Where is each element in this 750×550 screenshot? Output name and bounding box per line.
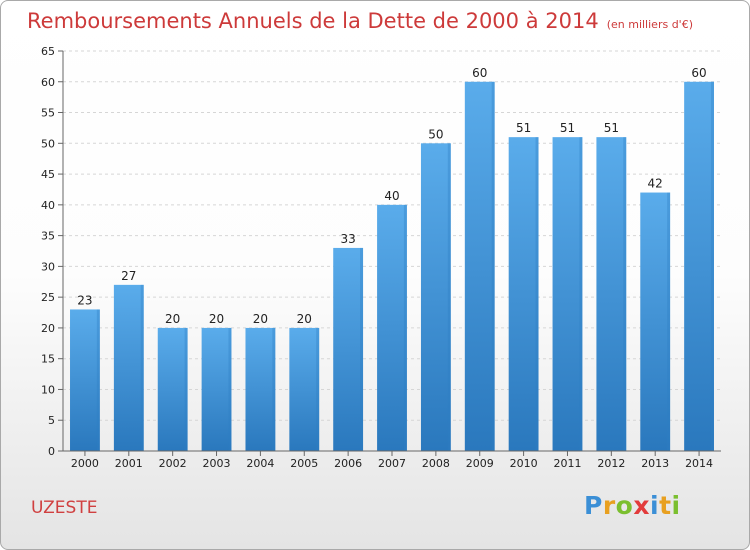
y-tick-label: 50 — [41, 137, 55, 150]
bar — [377, 204, 407, 451]
y-tick-label: 20 — [41, 322, 55, 335]
x-tick-label: 2002 — [159, 457, 187, 470]
bar — [508, 137, 539, 451]
y-tick-label: 35 — [41, 230, 55, 243]
bar-shade — [96, 309, 100, 451]
y-tick-label: 15 — [41, 353, 55, 366]
x-tick-label: 2010 — [510, 457, 538, 470]
bar-shade — [579, 137, 583, 451]
x-tick-label: 2012 — [597, 457, 625, 470]
bar — [245, 327, 276, 451]
logo-letter: r — [602, 491, 616, 520]
x-tick-label: 2007 — [378, 457, 406, 470]
x-tick-label: 2008 — [422, 457, 450, 470]
data-label: 60 — [472, 66, 487, 80]
logo-letter: o — [615, 491, 634, 520]
x-tick-label: 2009 — [466, 457, 494, 470]
data-label: 20 — [297, 312, 312, 326]
y-tick-label: 55 — [41, 107, 55, 120]
logo-letter: P — [584, 491, 603, 520]
bar-shade — [623, 137, 627, 451]
x-tick-label: 2013 — [641, 457, 669, 470]
data-label: 20 — [165, 312, 180, 326]
x-tick-label: 2001 — [115, 457, 143, 470]
bar — [113, 284, 144, 451]
bar-shade — [710, 81, 714, 452]
bar-shade — [316, 327, 320, 451]
bar — [201, 327, 232, 451]
bar-shade — [272, 327, 276, 451]
y-tick-label: 40 — [41, 199, 55, 212]
y-tick-label: 65 — [41, 45, 55, 58]
data-label: 27 — [121, 269, 136, 283]
bar — [596, 137, 627, 451]
chart-subtitle: (en milliers d'€) — [606, 18, 693, 31]
logo-letter: i — [650, 491, 660, 520]
data-label: 20 — [209, 312, 224, 326]
data-label: 51 — [604, 121, 619, 135]
chart-title: Remboursements Annuels de la Dette de 20… — [27, 9, 693, 33]
bar — [640, 192, 671, 452]
y-tick-label: 5 — [48, 414, 55, 427]
bars: 23 27 20 20 20 20 33 40 50 60 51 51 51 42 60 — [70, 66, 714, 452]
data-label: 51 — [560, 121, 575, 135]
logo-letter: i — [671, 491, 681, 520]
data-label: 50 — [428, 127, 443, 141]
x-tick-label: 2004 — [246, 457, 274, 470]
bar-shade — [667, 192, 671, 452]
y-tick-label: 0 — [48, 445, 55, 458]
x-tick-label: 2011 — [553, 457, 581, 470]
y-tick-label: 25 — [41, 291, 55, 304]
bar-shade — [447, 143, 451, 452]
bar — [333, 247, 364, 451]
y-tick-label: 60 — [41, 76, 55, 89]
x-tick-label: 2014 — [685, 457, 713, 470]
bar-shade — [360, 247, 364, 451]
data-label: 40 — [384, 189, 399, 203]
chart-title-text: Remboursements Annuels de la Dette de 20… — [27, 9, 599, 33]
proxiti-logo: Proxiti — [584, 491, 681, 520]
y-tick-label: 10 — [41, 383, 55, 396]
logo-letter: t — [659, 491, 672, 520]
x-tick-label: 2003 — [203, 457, 231, 470]
bar — [420, 143, 451, 452]
bar-shade — [403, 204, 407, 451]
data-label: 33 — [340, 232, 355, 246]
bar-shade — [140, 284, 144, 451]
logo-letter: x — [633, 491, 650, 520]
y-tick-label: 30 — [41, 260, 55, 273]
data-label: 60 — [691, 66, 706, 80]
bar — [684, 81, 714, 452]
bar — [464, 81, 495, 452]
bar-shade — [535, 137, 539, 451]
bar — [289, 327, 320, 451]
bar — [552, 137, 583, 451]
x-tick-label: 2005 — [290, 457, 318, 470]
bar-shade — [491, 81, 495, 452]
bar-shade — [228, 327, 232, 451]
data-label: 42 — [648, 177, 663, 191]
axes: 0 5 10 15 20 25 30 35 40 45 50 55 60 65 2000 2001 2002 20… — [41, 45, 721, 470]
x-tick-label: 2000 — [71, 457, 99, 470]
x-tick-label: 2006 — [334, 457, 362, 470]
y-tick-label: 45 — [41, 168, 55, 181]
data-label: 20 — [253, 312, 268, 326]
bar-shade — [184, 327, 188, 451]
bar — [157, 327, 188, 451]
data-label: 23 — [77, 293, 92, 307]
data-label: 51 — [516, 121, 531, 135]
commune-name: UZESTE — [31, 498, 98, 518]
bar — [70, 309, 100, 451]
